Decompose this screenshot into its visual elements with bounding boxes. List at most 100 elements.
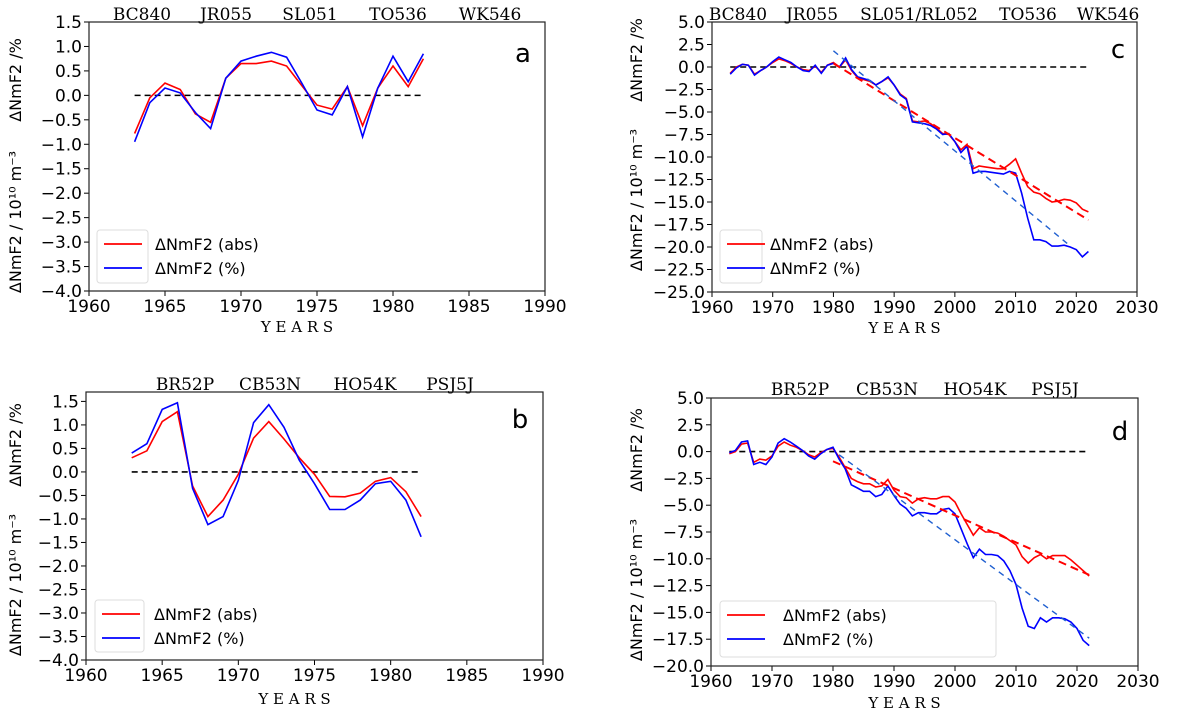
- y-tick-label: −1.5: [41, 160, 82, 180]
- y-tick-label: −2.5: [41, 209, 82, 229]
- y-tick-label: −7.5: [664, 126, 705, 146]
- y-axis-label-absolute: ΔNmF2 / 10¹⁰ m⁻³: [627, 129, 646, 271]
- x-tick-label: 2000: [933, 298, 976, 318]
- station-label: JR055: [784, 5, 838, 25]
- station-label: JR055: [198, 5, 252, 25]
- x-tick-label: 1990: [872, 672, 915, 692]
- y-axis-label-percent: ΔNmF2 /%: [6, 38, 25, 122]
- y-tick-label: −20.0: [652, 657, 704, 677]
- series-line-percent: [729, 437, 1090, 647]
- station-label: PSJ5J: [426, 375, 474, 395]
- panel-letter: d: [1112, 417, 1129, 447]
- y-tick-label: −12.5: [653, 171, 705, 191]
- legend-box: [96, 229, 149, 284]
- x-tick-label: 2030: [1116, 672, 1159, 692]
- axes-frame: [710, 397, 1139, 667]
- series-line-percent: [133, 51, 425, 143]
- x-tick-label: 1960: [690, 298, 733, 318]
- x-axis-label: Y E A R S: [867, 694, 940, 711]
- x-tick-label: 2030: [1115, 298, 1158, 318]
- y-tick-label: −3.0: [38, 604, 79, 624]
- legend-label: ΔNmF2 (abs): [783, 606, 887, 625]
- y-tick-label: −5.0: [663, 496, 704, 516]
- y-tick-label: 2.5: [677, 416, 704, 436]
- y-tick-label: −15.0: [652, 603, 704, 623]
- y-tick-label: −1.5: [38, 533, 79, 553]
- trend-line-percent: [838, 454, 1090, 639]
- legend-box: [94, 599, 145, 653]
- station-label: TO536: [369, 5, 427, 25]
- y-tick-label: 1.0: [52, 416, 79, 436]
- y-tick-label: −1.0: [38, 510, 79, 530]
- x-tick-label: 1975: [293, 666, 336, 686]
- y-tick-label: 2.5: [678, 36, 705, 56]
- legend-label: ΔNmF2 (%): [155, 259, 246, 278]
- y-tick-label: −1.0: [41, 135, 82, 155]
- x-tick-label: 1965: [143, 297, 186, 317]
- x-tick-label: 1970: [217, 666, 260, 686]
- station-label: BR52P: [156, 375, 214, 395]
- y-axis-label-percent: ΔNmF2 /%: [6, 403, 25, 487]
- series-line-percent: [729, 56, 1089, 259]
- x-tick-label: 1980: [811, 672, 854, 692]
- y-tick-label: 5.0: [677, 389, 704, 409]
- station-label: HO54K: [333, 375, 396, 395]
- x-tick-label: 1980: [812, 298, 855, 318]
- x-tick-label: 1975: [295, 297, 338, 317]
- y-tick-label: −7.5: [663, 523, 704, 543]
- station-label: PSJ5J: [1031, 380, 1079, 400]
- station-label: SL051: [282, 5, 337, 25]
- x-tick-label: 1960: [64, 666, 107, 686]
- x-tick-label: 1990: [523, 297, 566, 317]
- x-tick-label: 1970: [751, 298, 794, 318]
- series-line-abs: [131, 410, 422, 518]
- legend-label: ΔNmF2 (abs): [155, 235, 259, 254]
- x-tick-label: 1990: [873, 298, 916, 318]
- y-tick-label: −2.0: [41, 184, 82, 204]
- x-tick-label: 2020: [1055, 672, 1098, 692]
- y-tick-label: −20.0: [653, 238, 705, 258]
- y-tick-label: −25.0: [653, 283, 705, 303]
- legend-label: ΔNmF2 (%): [783, 630, 874, 649]
- panel-letter: a: [515, 39, 531, 69]
- station-label: BC840: [113, 5, 171, 25]
- axes-frame: [711, 21, 1138, 293]
- y-tick-label: −2.0: [38, 557, 79, 577]
- station-label: TO536: [999, 5, 1057, 25]
- y-tick-label: −22.5: [653, 261, 705, 281]
- legend-label: ΔNmF2 (abs): [770, 235, 874, 254]
- panel-letter: c: [1111, 35, 1125, 65]
- legend-box: [719, 229, 763, 284]
- y-tick-label: −17.5: [652, 630, 704, 650]
- panel-letter: b: [512, 405, 529, 435]
- y-tick-label: −12.5: [652, 577, 704, 597]
- legend-label: ΔNmF2 (%): [770, 259, 861, 278]
- y-axis-label-percent: ΔNmF2 /%: [627, 18, 646, 102]
- y-tick-label: −2.5: [38, 580, 79, 600]
- x-tick-label: 1960: [689, 672, 732, 692]
- legend-label: ΔNmF2 (%): [154, 629, 245, 648]
- y-tick-label: −4.0: [41, 282, 82, 302]
- station-label: CB53N: [856, 380, 918, 400]
- x-axis-label: Y E A R S: [257, 690, 330, 708]
- panel-b: BR52P CB53N HO54K PSJ5J −4.0 −3.5 −3.0 −2.5 −2.0…: [6, 375, 565, 708]
- station-label: BR52P: [771, 380, 829, 400]
- station-label: WK546: [1077, 5, 1140, 25]
- y-tick-label: −10.0: [652, 550, 704, 570]
- y-tick-label: 0.0: [677, 443, 704, 463]
- panel-d: BR52P CB53N HO54K PSJ5J −20.0 −17.5 −15.0 −12.5…: [627, 380, 1160, 712]
- trend-line-abs: [832, 460, 1090, 576]
- y-tick-label: −0.5: [38, 486, 79, 506]
- station-label: SL051/RL052: [860, 5, 978, 25]
- x-tick-label: 1970: [750, 672, 793, 692]
- x-tick-label: 2020: [1055, 298, 1098, 318]
- x-tick-label: 1980: [371, 297, 414, 317]
- y-tick-label: −4.0: [38, 651, 79, 671]
- x-tick-label: 1985: [447, 297, 490, 317]
- x-tick-label: 2010: [994, 672, 1037, 692]
- x-axis-label: Y E A R S: [867, 319, 940, 337]
- y-tick-label: 0.5: [55, 62, 82, 82]
- x-axis-label: Y E A R S: [260, 318, 333, 336]
- y-tick-label: −3.5: [41, 258, 82, 278]
